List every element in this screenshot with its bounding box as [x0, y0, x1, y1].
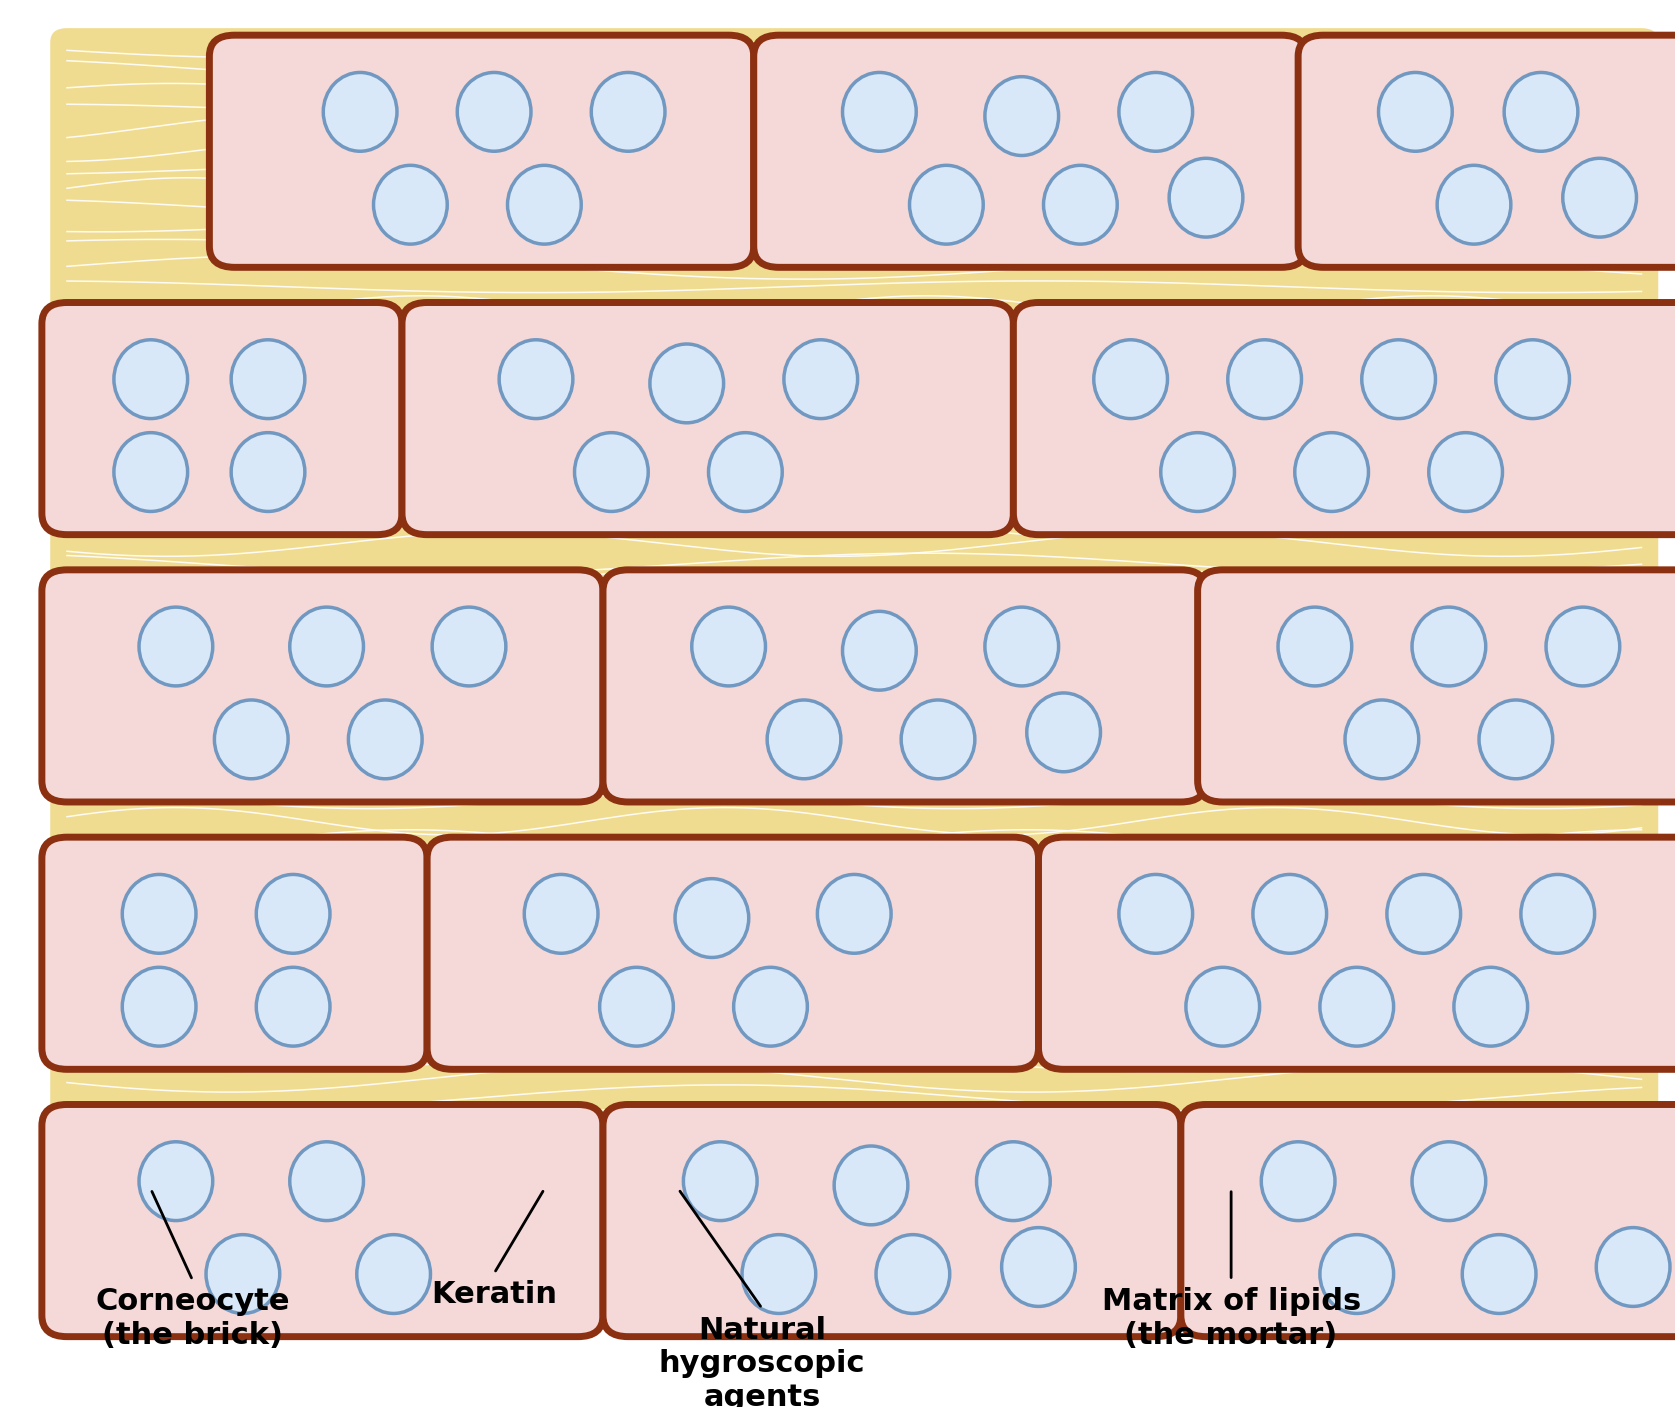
FancyBboxPatch shape [42, 303, 402, 535]
Ellipse shape [1253, 875, 1327, 954]
Ellipse shape [457, 73, 531, 152]
Ellipse shape [834, 1145, 908, 1224]
Ellipse shape [1462, 1235, 1536, 1314]
Ellipse shape [910, 166, 983, 245]
Ellipse shape [374, 166, 447, 245]
Ellipse shape [348, 701, 422, 779]
Ellipse shape [683, 1142, 757, 1221]
FancyBboxPatch shape [402, 303, 1013, 535]
Ellipse shape [876, 1235, 950, 1314]
Ellipse shape [1596, 1227, 1670, 1307]
Ellipse shape [600, 968, 673, 1047]
Ellipse shape [692, 608, 765, 687]
Ellipse shape [323, 73, 397, 152]
Ellipse shape [767, 701, 841, 779]
Ellipse shape [1496, 340, 1569, 419]
Ellipse shape [1002, 1227, 1075, 1307]
Ellipse shape [784, 340, 858, 419]
Ellipse shape [357, 1235, 430, 1314]
Ellipse shape [575, 433, 648, 512]
Ellipse shape [1295, 433, 1368, 512]
Ellipse shape [1161, 433, 1234, 512]
Ellipse shape [1563, 159, 1636, 238]
Ellipse shape [122, 875, 196, 954]
Ellipse shape [139, 608, 213, 687]
Ellipse shape [114, 433, 188, 512]
Ellipse shape [1228, 340, 1301, 419]
Text: Natural
hygroscopic
agents: Natural hygroscopic agents [658, 1316, 866, 1407]
FancyBboxPatch shape [50, 28, 1658, 1238]
Ellipse shape [206, 1235, 280, 1314]
FancyBboxPatch shape [42, 570, 603, 802]
Ellipse shape [114, 340, 188, 419]
Ellipse shape [256, 968, 330, 1047]
Ellipse shape [1362, 340, 1435, 419]
Ellipse shape [1261, 1142, 1335, 1221]
FancyBboxPatch shape [1038, 837, 1675, 1069]
Ellipse shape [1278, 608, 1352, 687]
Ellipse shape [1119, 875, 1193, 954]
Ellipse shape [231, 433, 305, 512]
Ellipse shape [985, 608, 1059, 687]
FancyBboxPatch shape [42, 837, 427, 1069]
FancyBboxPatch shape [1181, 1104, 1675, 1337]
Ellipse shape [1379, 73, 1452, 152]
Ellipse shape [709, 433, 782, 512]
FancyBboxPatch shape [603, 1104, 1181, 1337]
Ellipse shape [1504, 73, 1578, 152]
FancyBboxPatch shape [1013, 303, 1675, 535]
Ellipse shape [985, 77, 1059, 156]
Ellipse shape [1454, 968, 1528, 1047]
Ellipse shape [256, 875, 330, 954]
Ellipse shape [1437, 166, 1511, 245]
Ellipse shape [1320, 968, 1394, 1047]
Ellipse shape [1094, 340, 1167, 419]
Ellipse shape [843, 73, 916, 152]
Ellipse shape [214, 701, 288, 779]
FancyBboxPatch shape [1298, 35, 1675, 267]
Ellipse shape [290, 608, 363, 687]
Ellipse shape [591, 73, 665, 152]
Ellipse shape [1345, 701, 1419, 779]
Ellipse shape [139, 1142, 213, 1221]
Ellipse shape [122, 968, 196, 1047]
FancyBboxPatch shape [754, 35, 1306, 267]
FancyBboxPatch shape [1198, 570, 1675, 802]
FancyBboxPatch shape [603, 570, 1206, 802]
Ellipse shape [817, 875, 891, 954]
Text: Matrix of lipids
(the mortar): Matrix of lipids (the mortar) [1102, 1287, 1360, 1349]
Ellipse shape [675, 878, 749, 958]
Ellipse shape [1546, 608, 1620, 687]
Ellipse shape [843, 612, 916, 691]
Ellipse shape [1169, 159, 1243, 238]
Ellipse shape [1429, 433, 1502, 512]
Ellipse shape [508, 166, 581, 245]
Ellipse shape [1412, 608, 1486, 687]
FancyBboxPatch shape [427, 837, 1038, 1069]
Ellipse shape [290, 1142, 363, 1221]
Ellipse shape [1044, 166, 1117, 245]
FancyBboxPatch shape [42, 1104, 603, 1337]
Ellipse shape [1387, 875, 1461, 954]
Ellipse shape [1027, 694, 1100, 771]
Ellipse shape [650, 345, 724, 424]
Ellipse shape [1320, 1235, 1394, 1314]
Ellipse shape [1521, 875, 1595, 954]
Ellipse shape [499, 340, 573, 419]
Ellipse shape [1479, 701, 1553, 779]
Ellipse shape [1412, 1142, 1486, 1221]
Ellipse shape [1119, 73, 1193, 152]
Ellipse shape [742, 1235, 816, 1314]
Ellipse shape [524, 875, 598, 954]
FancyBboxPatch shape [209, 35, 754, 267]
Ellipse shape [1186, 968, 1260, 1047]
Ellipse shape [901, 701, 975, 779]
Ellipse shape [977, 1142, 1050, 1221]
Text: Corneocyte
(the brick): Corneocyte (the brick) [95, 1287, 290, 1349]
Ellipse shape [432, 608, 506, 687]
Text: Keratin: Keratin [430, 1280, 558, 1310]
Ellipse shape [231, 340, 305, 419]
Ellipse shape [734, 968, 807, 1047]
